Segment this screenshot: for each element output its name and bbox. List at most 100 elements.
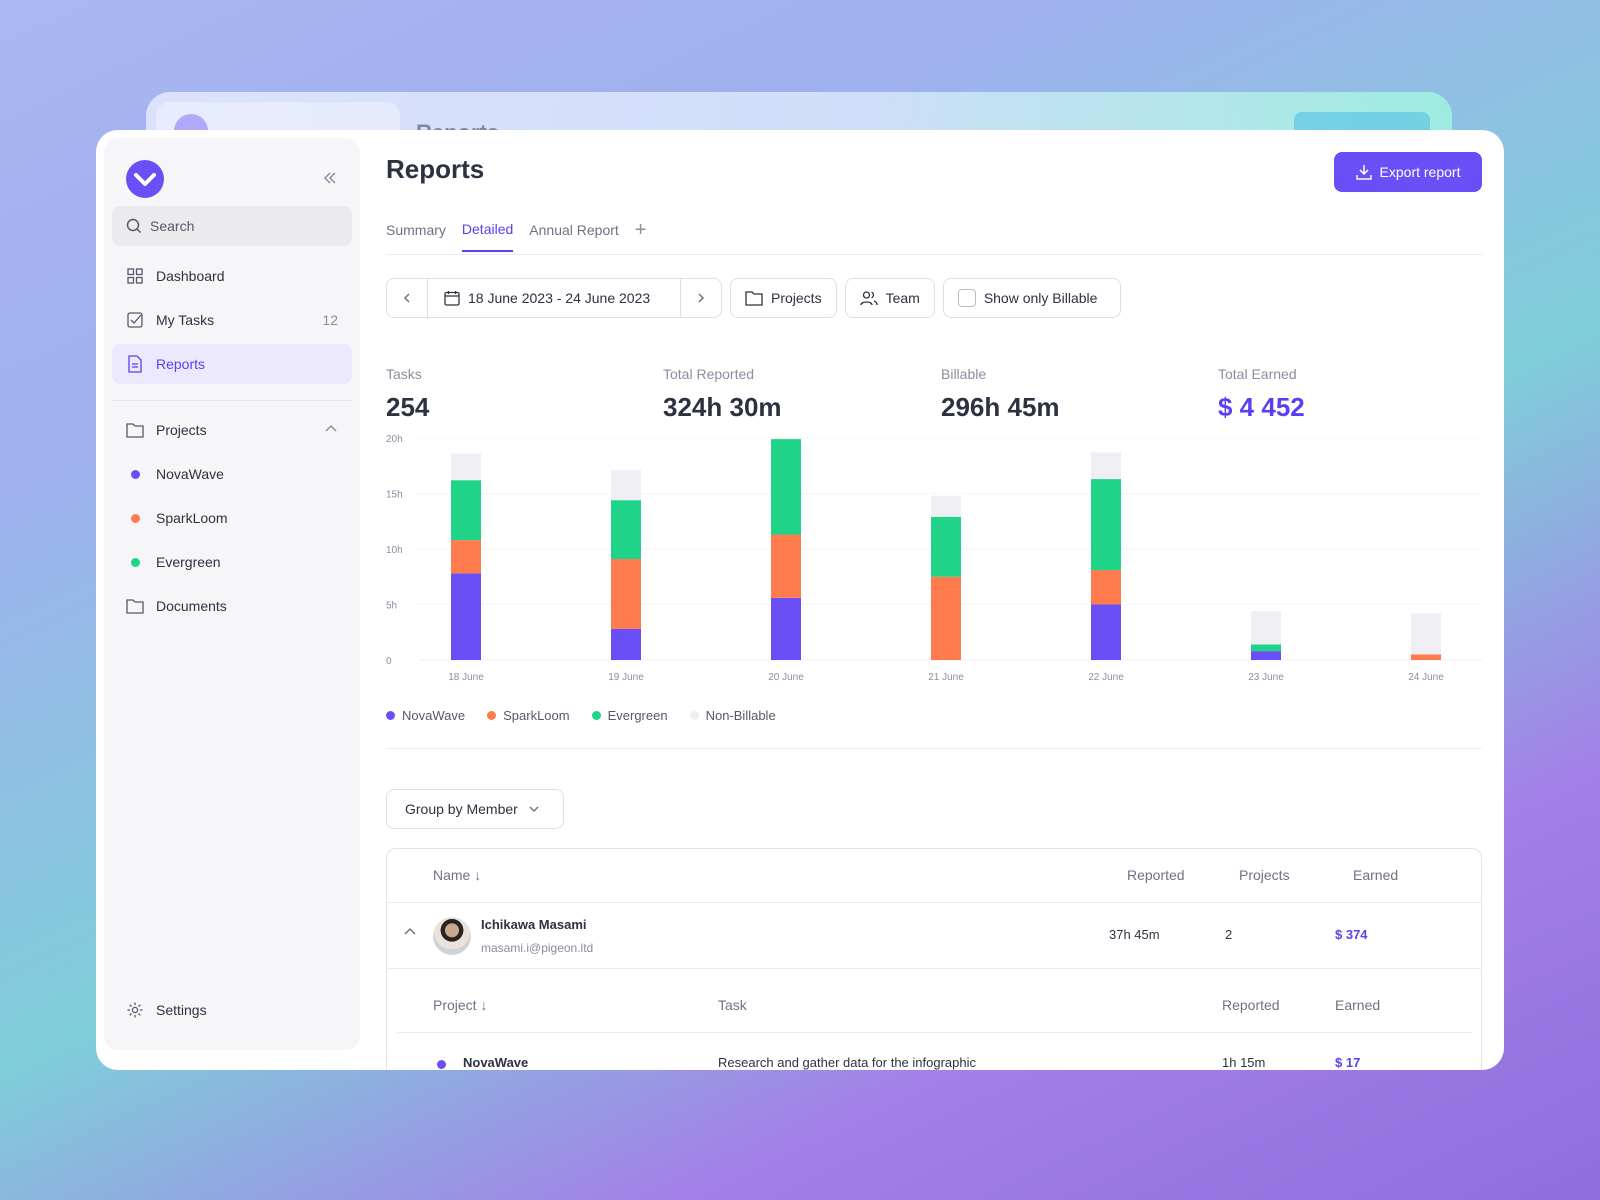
projects-filter-label: Projects <box>771 290 822 306</box>
bar-segment <box>1091 479 1121 571</box>
team-icon <box>859 291 878 306</box>
member-tasks-subtable: Project ↓ Task Reported Earned NovaWave … <box>397 979 1473 1070</box>
bar-segment <box>451 480 481 541</box>
sidebar-item-novawave[interactable]: NovaWave <box>112 454 352 494</box>
y-tick-label: 0 <box>386 656 392 667</box>
sidebar-item-reports[interactable]: Reports <box>112 344 352 384</box>
kpi-total-earned: Total Earned $ 4 452 <box>1218 366 1305 423</box>
task-name: Research and gather data for the infogra… <box>718 1055 977 1070</box>
column-reported-header[interactable]: Reported <box>1222 997 1280 1013</box>
column-projects-header[interactable]: Projects <box>1239 867 1290 883</box>
x-tick-label: 19 June <box>608 672 644 683</box>
bar-segment <box>1091 604 1121 660</box>
task-earned: $ 17 <box>1335 1055 1361 1070</box>
report-tabs: Summary Detailed Annual Report + <box>386 216 646 252</box>
member-name: Ichikawa Masami <box>481 917 587 932</box>
tab-detailed[interactable]: Detailed <box>461 216 514 252</box>
bar-segment <box>611 500 641 559</box>
export-report-button[interactable]: Export report <box>1334 152 1482 192</box>
sidebar-item-dashboard[interactable]: Dashboard <box>112 256 352 296</box>
previous-week-button[interactable] <box>387 279 427 317</box>
bar-segment <box>1251 644 1281 652</box>
sidebar-item-label: Reports <box>156 356 206 372</box>
project-dot-icon <box>130 557 140 567</box>
sidebar-item-projects[interactable]: Projects <box>112 410 352 450</box>
bar-segment <box>1091 570 1121 605</box>
sidebar-item-label: Dashboard <box>156 268 225 284</box>
column-name-header[interactable]: Name ↓ <box>433 867 482 883</box>
column-earned-header[interactable]: Earned <box>1353 867 1399 883</box>
checkmark-icon <box>134 173 156 186</box>
sidebar-item-label: My Tasks <box>156 312 215 328</box>
calendar-icon <box>444 291 460 306</box>
bar-segment <box>1251 651 1281 660</box>
search-placeholder: Search <box>150 218 195 234</box>
team-filter-label: Team <box>885 290 920 306</box>
column-task-header[interactable]: Task <box>718 997 747 1013</box>
x-tick-label: 20 June <box>768 672 804 683</box>
legend-label: Non-Billable <box>705 708 776 723</box>
bar-segment <box>771 439 801 535</box>
table-row[interactable]: Ichikawa Masami masami.i@pigeon.ltd 37h … <box>387 903 1481 969</box>
app-logo[interactable] <box>126 160 164 198</box>
members-table: Name ↓ Reported Projects Earned Ichikawa… <box>386 848 1482 1070</box>
column-reported-header[interactable]: Reported <box>1127 867 1185 883</box>
legend-label: Evergreen <box>607 708 668 723</box>
avatar <box>433 917 471 955</box>
date-range-picker: 18 June 2023 - 24 June 2023 <box>386 278 722 318</box>
sidebar-item-settings[interactable]: Settings <box>112 990 352 1030</box>
kpi-value: 324h 30m <box>663 392 782 422</box>
column-project-header[interactable]: Project ↓ <box>433 997 488 1013</box>
group-by-dropdown[interactable]: Group by Member <box>386 789 564 829</box>
kpi-total-reported: Total Reported 324h 30m <box>663 366 782 423</box>
next-week-button[interactable] <box>681 279 721 317</box>
collapse-sidebar-icon[interactable] <box>320 168 340 188</box>
tab-summary[interactable]: Summary <box>386 222 446 238</box>
kpi-value: 254 <box>386 392 430 422</box>
page-title: Reports <box>386 154 485 184</box>
column-earned-header[interactable]: Earned <box>1335 997 1381 1013</box>
tab-annual-report[interactable]: Annual Report <box>529 222 619 238</box>
y-tick-label: 15h <box>386 490 403 501</box>
x-tick-label: 18 June <box>448 672 484 683</box>
x-tick-label: 21 June <box>928 672 964 683</box>
sidebar-item-my-tasks[interactable]: My Tasks 12 <box>112 300 352 340</box>
bar-segment <box>611 628 641 660</box>
billable-filter-toggle[interactable]: Show only Billable <box>942 278 1121 318</box>
bar-segment <box>611 470 641 501</box>
sidebar-item-documents[interactable]: Documents <box>112 586 352 626</box>
y-tick-label: 5h <box>386 601 397 612</box>
sort-arrow-icon: ↓ <box>474 867 482 883</box>
task-reported: 1h 15m <box>1222 1055 1266 1070</box>
bar-segment <box>1411 613 1441 655</box>
search-input[interactable]: Search <box>112 206 352 246</box>
kpi-value: $ 4 452 <box>1218 392 1305 422</box>
kpi-label: Billable <box>941 366 987 382</box>
member-email: masami.i@pigeon.ltd <box>481 941 594 955</box>
kpi-label: Tasks <box>386 366 422 382</box>
checkbox-icon <box>126 311 144 329</box>
billable-filter-label: Show only Billable <box>983 290 1098 306</box>
team-filter-button[interactable]: Team <box>844 278 935 318</box>
list-item[interactable]: NovaWave Research and gather data for th… <box>397 1033 1473 1070</box>
sidebar-item-label: Documents <box>156 598 227 614</box>
legend-item: Non-Billable <box>689 708 776 723</box>
sidebar-item-sparkloom[interactable]: SparkLoom <box>112 498 352 538</box>
app-window: Search Dashboard My Tasks 12 Reports Pro… <box>96 130 1504 1070</box>
chevron-up-icon[interactable] <box>324 422 338 439</box>
bar-segment <box>451 453 481 481</box>
sidebar-item-evergreen[interactable]: Evergreen <box>112 542 352 582</box>
date-range-field[interactable]: 18 June 2023 - 24 June 2023 <box>427 279 681 317</box>
sidebar-item-label: Projects <box>156 422 207 438</box>
sidebar-item-label: SparkLoom <box>156 510 228 526</box>
folder-icon <box>745 291 763 306</box>
projects-filter-button[interactable]: Projects <box>730 278 837 318</box>
add-tab-icon[interactable]: + <box>634 218 647 241</box>
billable-checkbox[interactable] <box>957 289 976 307</box>
hours-bar-chart: 0 5h 10h 15h 20h 18 June 19 June 20 June 21 June… <box>386 434 1482 683</box>
legend-dot-icon <box>591 711 601 720</box>
collapse-row-icon[interactable] <box>403 925 417 942</box>
tabs-divider <box>386 254 1482 255</box>
sidebar-divider <box>112 400 352 401</box>
kpi-value: 296h 45m <box>941 392 1060 422</box>
